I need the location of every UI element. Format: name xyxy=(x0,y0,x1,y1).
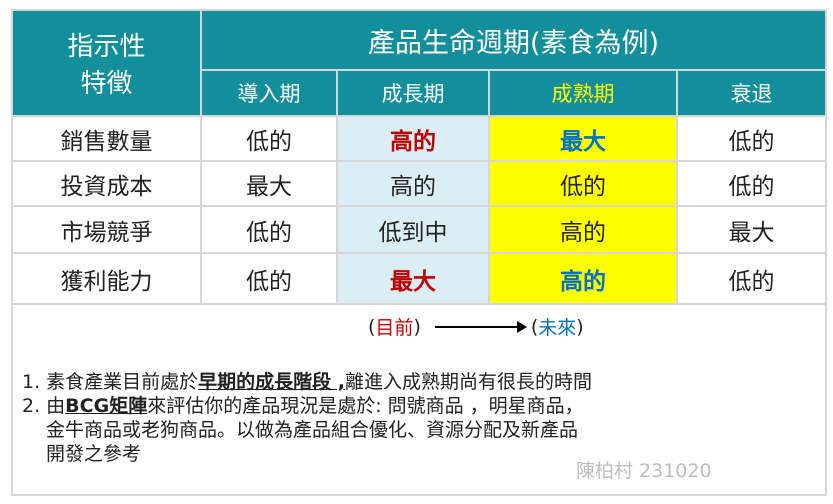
cell: 最大 xyxy=(200,160,338,207)
note-1: 1. 素食產業目前處於早期的成長階段 ,離進入成熟期尚有很長的時間 xyxy=(22,370,592,394)
cell: 低到中 xyxy=(336,205,490,254)
table-title: 產品生命週期(素食為例) xyxy=(199,9,828,71)
product-lifecycle-table: 指示性 特徵 產品生命週期(素食為例) 導入期 成長期 成熟期 衰退 銷售數量 低… xyxy=(11,9,828,305)
cell: 最大 xyxy=(675,205,828,254)
cell: 高的 xyxy=(336,115,490,162)
row-label: 獲利能力 xyxy=(11,252,202,305)
current-label: 目前 xyxy=(375,317,414,339)
row-label: 市場競爭 xyxy=(11,205,202,254)
author-signature: 陳柏村 231020 xyxy=(576,460,712,482)
cell: 最大 xyxy=(488,115,678,162)
cell: 低的 xyxy=(200,205,338,254)
note-2-line-3: 開發之參考 xyxy=(46,443,142,465)
arrow-right-icon xyxy=(434,320,527,333)
note-emphasis: BCG矩陣 xyxy=(65,395,148,417)
row-label: 投資成本 xyxy=(11,160,202,207)
paren: ) xyxy=(413,315,421,338)
stage-mature-header: 成熟期 xyxy=(488,69,678,117)
paren: ( xyxy=(368,315,376,338)
cell: 高的 xyxy=(336,160,490,207)
note-text: 2. 由 xyxy=(22,395,66,417)
stage-decline-header: 衰退 xyxy=(675,69,828,117)
note-text: 離進入成熟期尚有很長的時間 xyxy=(345,371,593,393)
paren: ( xyxy=(530,315,539,338)
cell: 低的 xyxy=(675,115,828,162)
table-row: 市場競爭 低的 低到中 高的 最大 xyxy=(11,205,828,254)
notes: 1. 素食產業目前處於早期的成長階段 ,離進入成熟期尚有很長的時間 2. 由BC… xyxy=(22,370,592,466)
cell: 高的 xyxy=(488,252,678,305)
table-row: 投資成本 最大 高的 低的 低的 xyxy=(11,160,828,207)
row-label: 銷售數量 xyxy=(11,115,202,162)
cell: 低的 xyxy=(200,252,338,305)
note-2-line-2: 金牛商品或老狗商品。以做為產品組合優化、資源分配及新產品 xyxy=(46,419,579,441)
cell: 低的 xyxy=(488,160,678,207)
indicator-header: 指示性 特徵 xyxy=(11,9,202,117)
note-text: 1. 素食產業目前處於 xyxy=(22,371,199,393)
notes-box xyxy=(11,301,827,496)
paren: ) xyxy=(576,315,584,338)
note-text: 來評估你的產品現況是處於: 問號商品 ，明星商品， xyxy=(147,395,584,417)
cell: 低的 xyxy=(675,160,828,207)
note-2: 2. 由BCG矩陣來評估你的產品現況是處於: 問號商品 ，明星商品， xyxy=(22,394,592,418)
stage-growth-header: 成長期 xyxy=(336,69,490,117)
table-row: 銷售數量 低的 高的 最大 低的 xyxy=(11,115,828,162)
cell: 最大 xyxy=(336,252,490,305)
stage-intro-header: 導入期 xyxy=(200,69,338,117)
cell: 低的 xyxy=(675,252,828,305)
future-label: 未來 xyxy=(538,317,577,339)
table-row: 獲利能力 低的 最大 高的 低的 xyxy=(11,252,828,305)
timeline: (目前) (未來) xyxy=(368,313,584,340)
note-emphasis: 早期的成長階段 , xyxy=(198,371,346,393)
cell: 高的 xyxy=(488,205,678,254)
cell: 低的 xyxy=(200,115,338,162)
